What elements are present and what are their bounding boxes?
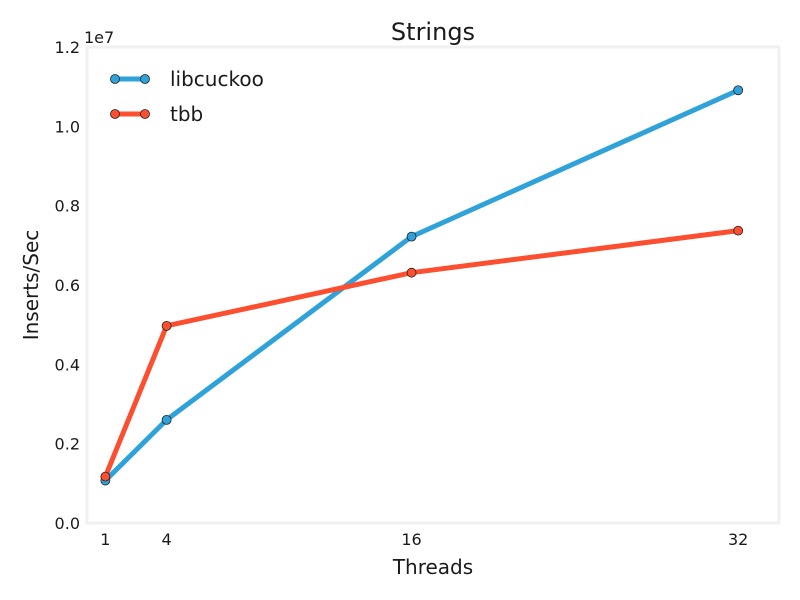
legend-marker-libcuckoo — [110, 74, 120, 84]
y-tick-label: 0.4 — [55, 355, 80, 374]
axis-ticks: 1 4 16 32 0.0 0.2 0.4 0.6 0.8 1.0 1.2 — [55, 38, 749, 549]
series-line-libcuckoo — [103, 87, 740, 483]
y-tick-label: 1.2 — [55, 38, 80, 57]
data-point-tbb — [161, 320, 172, 331]
y-axis-label: Inserts/Sec — [19, 230, 43, 341]
y-tick-label: 0.8 — [55, 197, 80, 216]
y-offset-label: 1e7 — [84, 28, 114, 47]
series-line-tbb — [103, 228, 739, 478]
legend-label-tbb: tbb — [170, 102, 203, 126]
x-axis-label: Threads — [392, 555, 473, 579]
chart-title: Strings — [391, 18, 475, 46]
data-point-libcuckoo — [161, 414, 172, 425]
legend-marker-tbb — [110, 109, 120, 119]
x-tick-label: 4 — [162, 530, 172, 549]
series-lines — [100, 85, 744, 486]
data-point-libcuckoo — [406, 231, 417, 242]
data-point-libcuckoo — [733, 85, 744, 96]
x-tick-label: 16 — [401, 530, 421, 549]
y-tick-label: 0.6 — [55, 276, 80, 295]
y-tick-label: 0.0 — [55, 514, 80, 533]
legend-label-libcuckoo: libcuckoo — [170, 67, 264, 91]
y-tick-label: 0.2 — [55, 435, 80, 454]
legend-marker-libcuckoo — [140, 74, 150, 84]
data-point-tbb — [733, 225, 744, 236]
data-point-tbb — [100, 471, 111, 482]
legend-marker-tbb — [140, 109, 150, 119]
data-point-tbb — [406, 267, 417, 278]
x-tick-label: 1 — [100, 530, 110, 549]
y-tick-label: 1.0 — [55, 117, 80, 136]
x-tick-label: 32 — [728, 530, 748, 549]
legend: libcuckoo tbb — [110, 67, 264, 126]
